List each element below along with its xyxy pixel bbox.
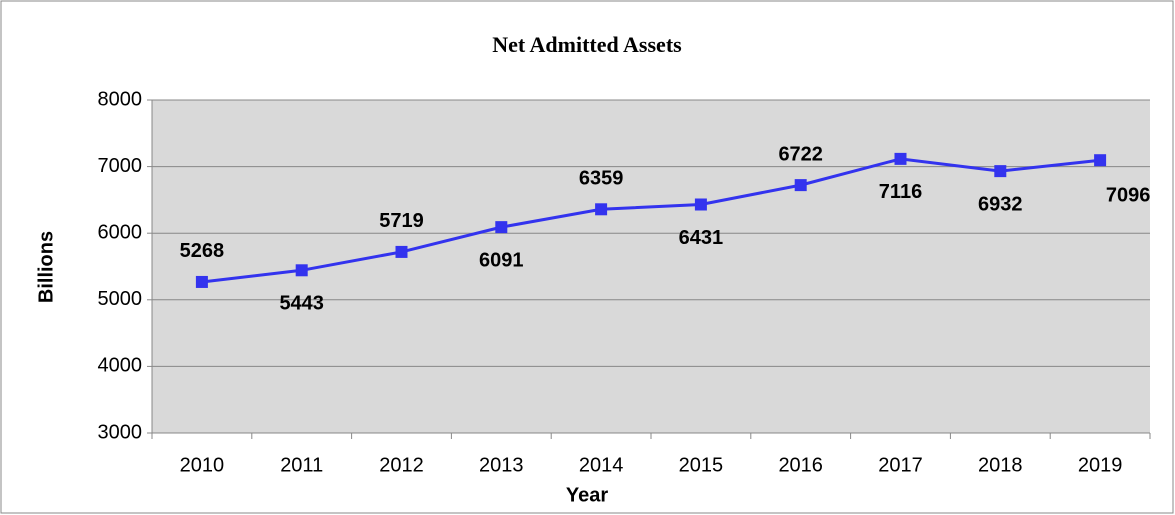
x-tick-label: 2018 — [978, 454, 1023, 476]
x-tick-label: 2016 — [778, 454, 823, 476]
data-marker — [894, 152, 907, 165]
y-tick-label: 3000 — [98, 421, 143, 443]
data-marker — [595, 203, 608, 216]
data-label: 6091 — [479, 249, 524, 271]
data-label: 5443 — [279, 293, 324, 315]
x-tick-label: 2015 — [679, 454, 724, 476]
data-label: 6932 — [978, 193, 1023, 215]
data-label: 6431 — [679, 227, 724, 249]
y-tick-label: 7000 — [98, 155, 143, 177]
y-tick-label: 6000 — [98, 221, 143, 243]
x-tick-label: 2010 — [180, 454, 225, 476]
data-label: 5268 — [180, 240, 225, 262]
x-tick-label: 2019 — [1078, 454, 1123, 476]
x-tick-label: 2012 — [379, 454, 424, 476]
data-marker — [794, 179, 807, 192]
data-marker — [195, 275, 208, 288]
data-label: 7096 — [1106, 184, 1151, 206]
x-tick-label: 2017 — [878, 454, 923, 476]
data-marker — [295, 264, 308, 277]
data-marker — [395, 245, 408, 258]
x-tick-label: 2011 — [280, 454, 323, 476]
data-marker — [994, 165, 1007, 178]
data-label: 7116 — [879, 181, 922, 203]
data-marker — [495, 221, 508, 234]
y-axis-label: Billions — [35, 231, 57, 303]
data-marker — [1094, 154, 1107, 167]
data-marker — [694, 198, 707, 211]
y-tick-label: 4000 — [98, 355, 143, 377]
x-tick-label: 2013 — [479, 454, 524, 476]
y-tick-label: 5000 — [98, 288, 143, 310]
x-tick-label: 2014 — [579, 454, 624, 476]
data-label: 5719 — [379, 210, 424, 232]
y-tick-label: 8000 — [98, 88, 143, 110]
data-line — [201, 157, 1101, 284]
x-axis-label: Year — [566, 484, 608, 506]
data-label: 6359 — [579, 168, 624, 190]
data-label: 6722 — [778, 143, 823, 165]
chart-title: Net Admitted Assets — [492, 32, 682, 57]
